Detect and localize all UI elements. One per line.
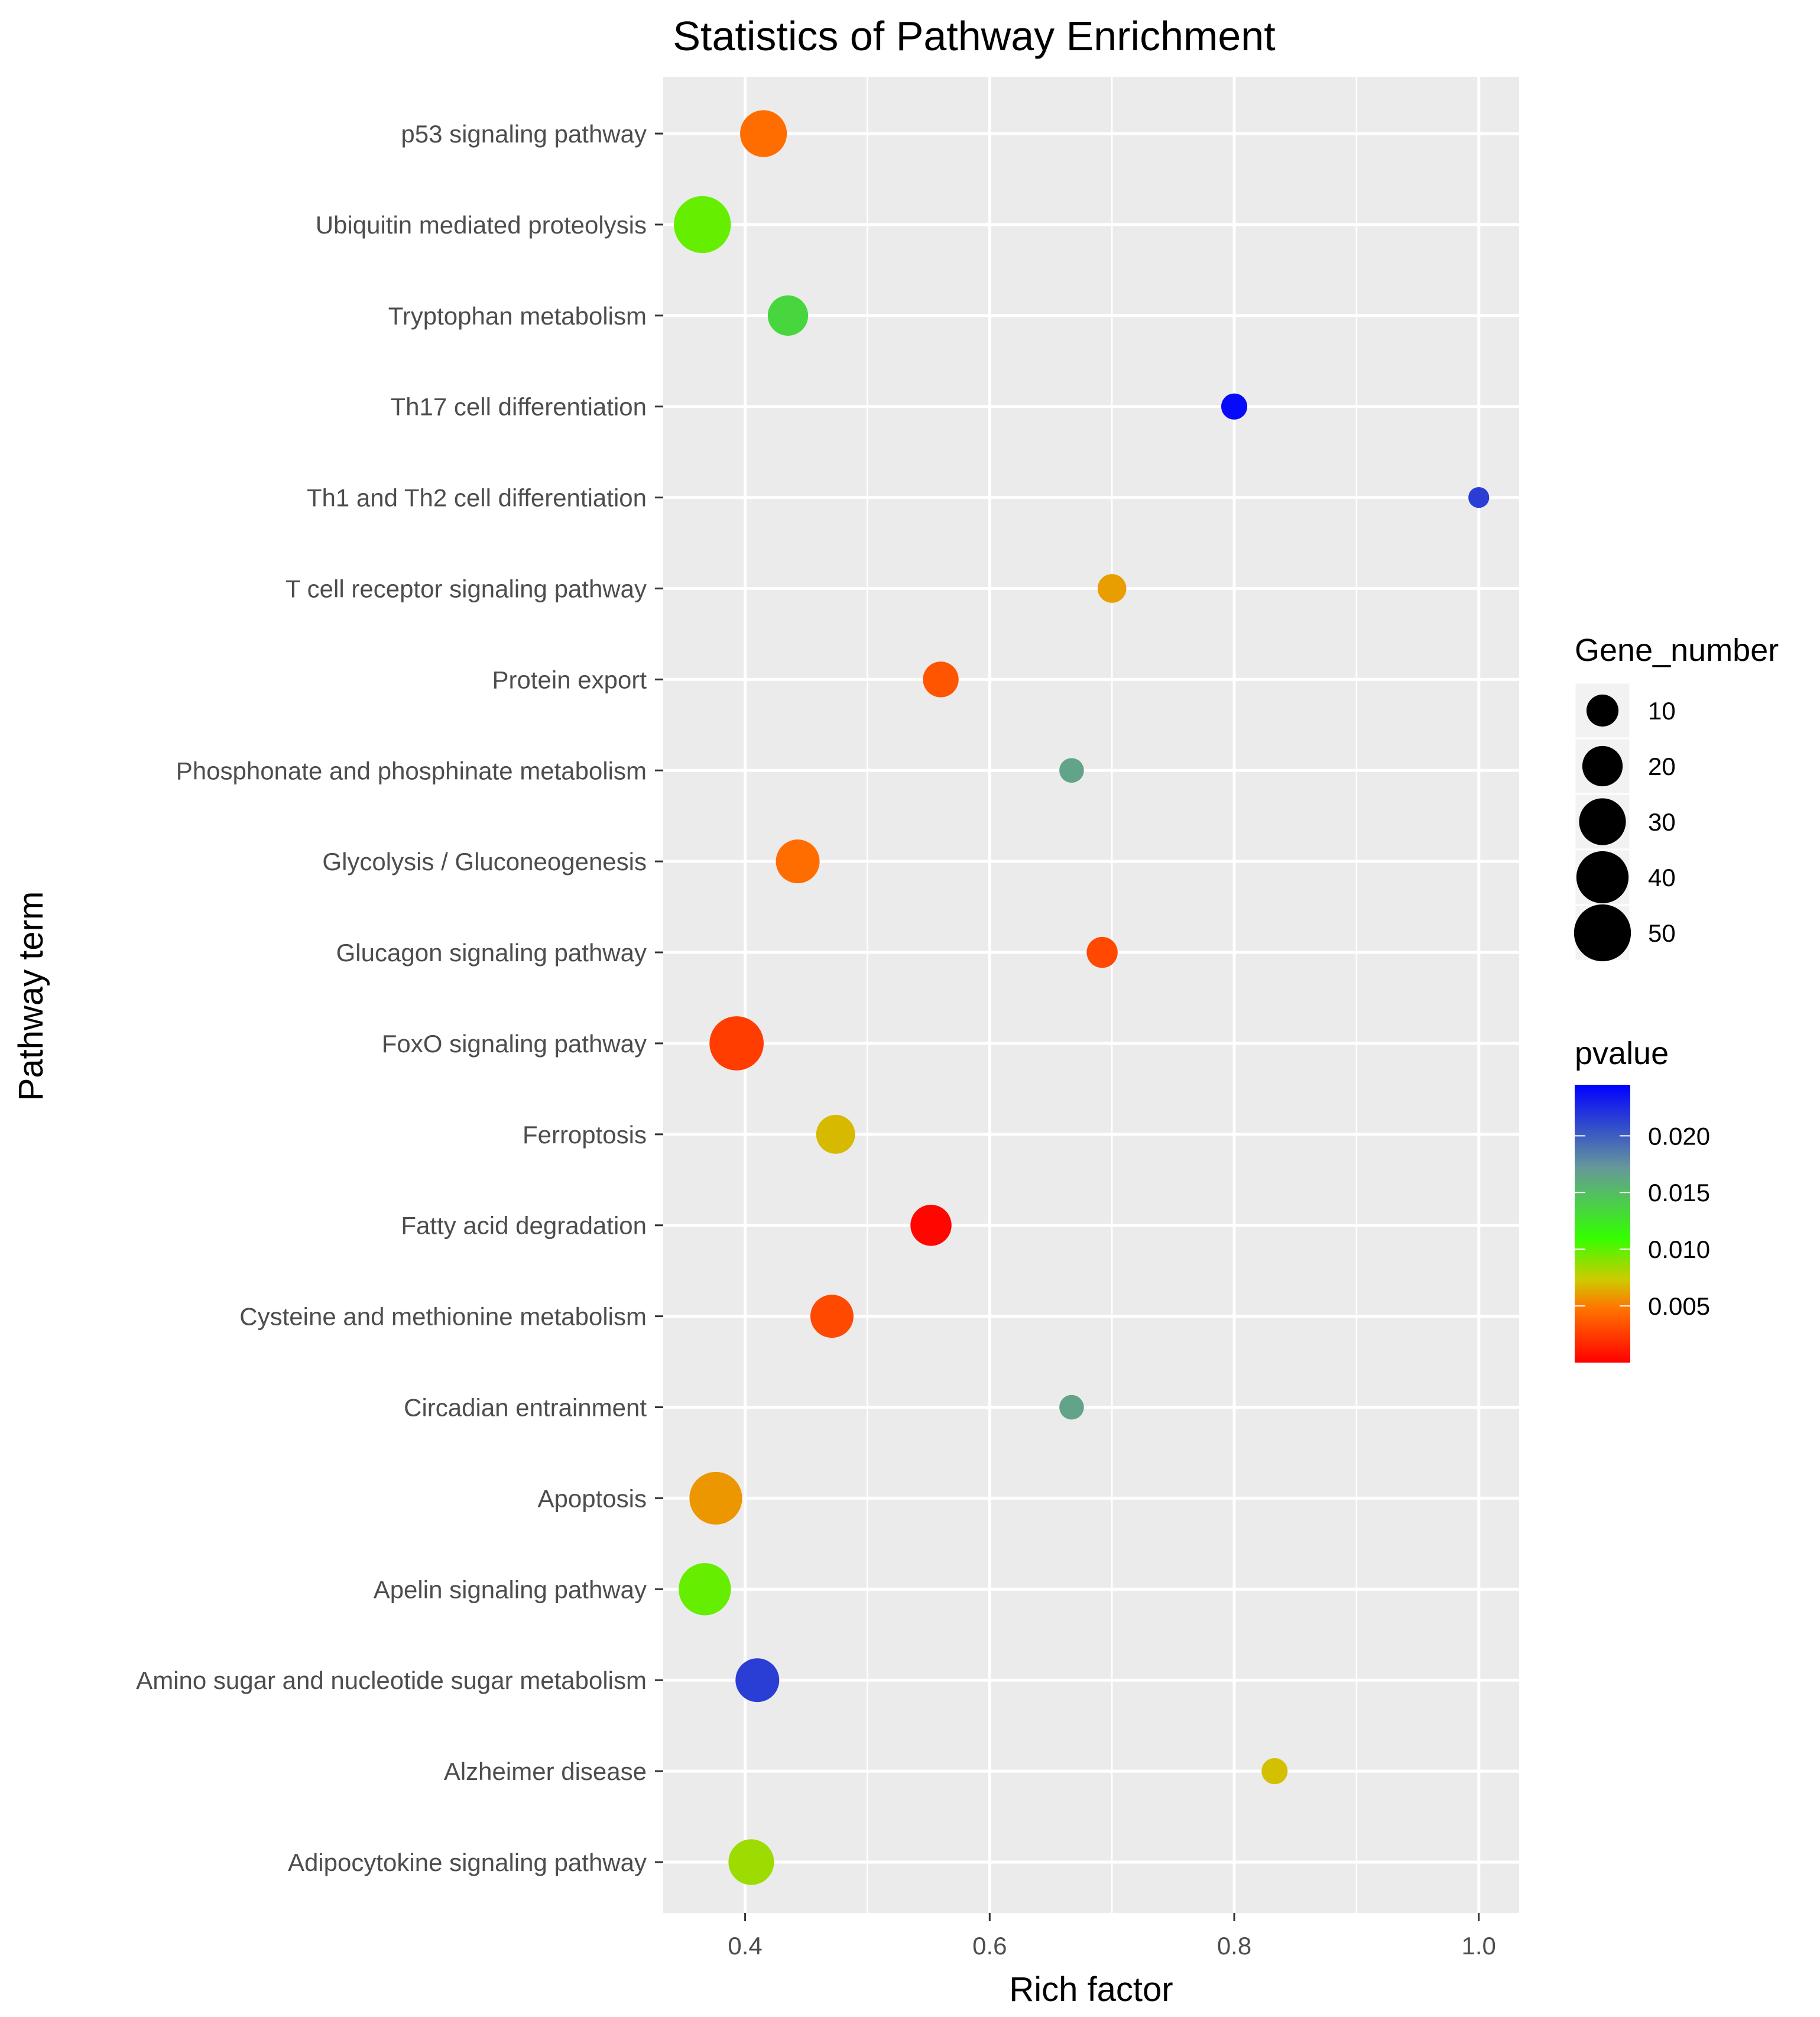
- y-tick-label: Protein export: [492, 666, 647, 693]
- y-tick-label: FoxO signaling pathway: [382, 1030, 647, 1058]
- size-legend: Gene_number 10 20 30 40 50: [1574, 633, 1779, 962]
- size-legend-label: 20: [1648, 753, 1676, 780]
- x-tick-label: 1.0: [1462, 1932, 1496, 1960]
- colorbar-label: 0.010: [1648, 1236, 1710, 1263]
- size-legend-dot: [1586, 694, 1619, 727]
- y-tick-label: Th17 cell differentiation: [391, 393, 647, 421]
- data-point: [1468, 487, 1490, 508]
- y-tick-label: Alzheimer disease: [444, 1757, 647, 1785]
- chart-title: Statistics of Pathway Enrichment: [673, 13, 1275, 59]
- data-point: [735, 1658, 780, 1703]
- y-tick-label: Ubiquitin mediated proteolysis: [316, 211, 647, 239]
- data-points: [674, 110, 1490, 1885]
- size-legend-label: 10: [1648, 697, 1676, 725]
- size-legend-dot: [1576, 851, 1629, 904]
- x-axis-title: Rich factor: [1009, 1970, 1173, 2009]
- y-tick-label: Cysteine and methionine metabolism: [239, 1303, 647, 1331]
- size-legend-dot: [1579, 798, 1626, 845]
- data-point: [740, 110, 787, 157]
- y-tick-label: Glycolysis / Gluconeogenesis: [322, 848, 647, 875]
- major-gridlines: [663, 77, 1519, 1913]
- size-legend-label: 30: [1648, 808, 1676, 836]
- data-point: [1261, 1758, 1288, 1785]
- y-tick-label: Apelin signaling pathway: [374, 1575, 647, 1603]
- y-tick-label: Amino sugar and nucleotide sugar metabol…: [136, 1666, 647, 1694]
- size-legend-label: 50: [1648, 919, 1676, 947]
- size-legend-title: Gene_number: [1575, 633, 1779, 668]
- data-point: [1097, 574, 1127, 603]
- y-tick-label: p53 signaling pathway: [401, 120, 647, 148]
- y-tick-label: Phosphonate and phosphinate metabolism: [176, 757, 647, 784]
- data-point: [776, 839, 820, 884]
- y-tick-label: Circadian entrainment: [404, 1394, 647, 1422]
- x-tick-label: 0.4: [728, 1932, 762, 1960]
- data-point: [709, 1016, 764, 1071]
- data-point: [1059, 758, 1084, 783]
- y-tick-label: T cell receptor signaling pathway: [286, 575, 647, 602]
- x-tick-label: 0.8: [1217, 1932, 1251, 1960]
- y-tick-label: Glucagon signaling pathway: [336, 939, 647, 967]
- colorbar-label: 0.020: [1648, 1122, 1710, 1150]
- data-point: [728, 1839, 774, 1885]
- data-point: [1059, 1395, 1084, 1420]
- x-axis: 0.4 0.6 0.8 1.0: [728, 1913, 1496, 1960]
- y-tick-label: Th1 and Th2 cell differentiation: [307, 484, 647, 512]
- data-point: [816, 1114, 855, 1154]
- y-tick-label: Fatty acid degradation: [401, 1212, 647, 1240]
- colorbar-label: 0.005: [1648, 1292, 1710, 1320]
- plot-panel: [663, 77, 1519, 1913]
- data-point: [767, 295, 809, 336]
- data-point: [910, 1204, 952, 1246]
- y-tick-label: Adipocytokine signaling pathway: [288, 1849, 647, 1876]
- y-axis-title: Pathway term: [12, 891, 50, 1101]
- y-axis: p53 signaling pathway Ubiquitin mediated …: [136, 120, 663, 1876]
- x-tick-label: 0.6: [972, 1932, 1007, 1960]
- data-point: [679, 1563, 731, 1616]
- data-point: [1221, 393, 1248, 420]
- pvalue-colorbar: [1575, 1085, 1630, 1363]
- y-tick-label: Tryptophan metabolism: [388, 302, 647, 330]
- size-legend-dot: [1582, 745, 1623, 787]
- color-legend: pvalue 0.020 0.015 0.010 0.005: [1575, 1036, 1710, 1363]
- data-point: [923, 661, 959, 698]
- minor-gridlines: [867, 77, 1358, 1913]
- data-point: [674, 196, 731, 254]
- size-legend-label: 40: [1648, 864, 1676, 891]
- data-point: [1086, 936, 1118, 968]
- y-tick-label: Apoptosis: [538, 1484, 647, 1512]
- color-legend-title: pvalue: [1575, 1036, 1669, 1071]
- colorbar-label: 0.015: [1648, 1179, 1710, 1207]
- data-point: [689, 1471, 742, 1525]
- y-tick-label: Ferroptosis: [523, 1121, 647, 1149]
- size-legend-dot: [1574, 904, 1631, 962]
- data-point: [810, 1295, 854, 1338]
